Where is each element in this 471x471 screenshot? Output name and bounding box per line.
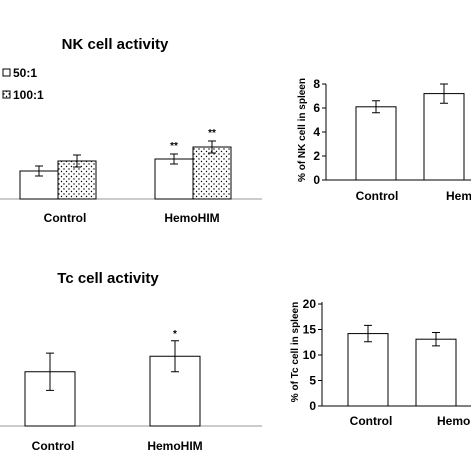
nk-activity-error-bar bbox=[170, 153, 178, 165]
nk-activity-category-control: Control bbox=[44, 211, 87, 225]
nk-activity-bar bbox=[192, 146, 232, 200]
nk-spleen-category-control: Control bbox=[356, 189, 399, 203]
tc-spleen-error-bar bbox=[432, 332, 440, 347]
legend-label-100-1: 100:1 bbox=[13, 88, 44, 102]
tc-spleen-tick-label: 5 bbox=[309, 374, 316, 388]
nk-spleen-error-bar bbox=[372, 100, 380, 114]
tc-spleen-category-control: Control bbox=[350, 414, 393, 428]
nk-activity-panel: NK cell activity 50:1 100:1 ** ** Control… bbox=[0, 36, 262, 225]
tc-activity-category-hemohim: HemoHIM bbox=[147, 439, 202, 453]
legend-label-50-1: 50:1 bbox=[13, 66, 37, 80]
legend-swatch-100-1 bbox=[2, 90, 11, 99]
nk-spleen-bar bbox=[355, 106, 397, 181]
nk-spleen-tick-label: 0 bbox=[313, 173, 320, 187]
tc-spleen-tick-label: 10 bbox=[303, 348, 317, 362]
nk-spleen-tick-label: 8 bbox=[313, 77, 320, 91]
nk-activity-error-bar bbox=[73, 154, 81, 168]
nk-spleen-y-label: % of NK cell in spleen bbox=[297, 78, 308, 182]
nk-spleen-tick-label: 6 bbox=[313, 101, 320, 115]
nk-spleen-category-hemo: Hemo bbox=[446, 189, 471, 203]
tc-activity-category-control: Control bbox=[32, 439, 75, 453]
nk-activity-category-hemohim: HemoHIM bbox=[164, 211, 219, 225]
tc-activity-panel: Tc cell activity * Control HemoHIM bbox=[0, 270, 262, 453]
nk-spleen-tick-label: 2 bbox=[313, 149, 320, 163]
nk-activity-significance: ** bbox=[170, 141, 178, 152]
tc-activity-title: Tc cell activity bbox=[57, 270, 159, 287]
nk-spleen-bar bbox=[423, 93, 465, 181]
tc-spleen-tick-label: 15 bbox=[303, 323, 317, 337]
tc-spleen-bar bbox=[415, 338, 457, 407]
tc-spleen-bar bbox=[347, 333, 389, 407]
nk-activity-error-bar bbox=[208, 140, 216, 154]
tc-spleen-error-bar bbox=[364, 324, 372, 343]
nk-spleen-error-bar bbox=[440, 83, 448, 104]
nk-activity-bar bbox=[154, 158, 194, 200]
tc-spleen-y-label: % of Tc cell in spleen bbox=[290, 302, 301, 402]
nk-activity-error-bar bbox=[35, 165, 43, 177]
tc-spleen-tick-label: 20 bbox=[303, 297, 317, 311]
tc-activity-error-bar bbox=[46, 352, 54, 391]
nk-spleen-panel: % of NK cell in spleen 0 2 4 6 8 Control Hem… bbox=[297, 77, 471, 203]
nk-activity-significance: ** bbox=[208, 128, 216, 139]
tc-spleen-tick-label: 0 bbox=[309, 399, 316, 413]
legend-swatch-50-1 bbox=[2, 68, 11, 77]
tc-activity-significance: * bbox=[173, 329, 177, 340]
tc-spleen-category-hemo: Hemo bbox=[437, 414, 470, 428]
nk-spleen-tick-label: 4 bbox=[313, 125, 320, 139]
tc-activity-error-bar bbox=[171, 340, 179, 373]
nk-activity-title: NK cell activity bbox=[62, 36, 169, 53]
